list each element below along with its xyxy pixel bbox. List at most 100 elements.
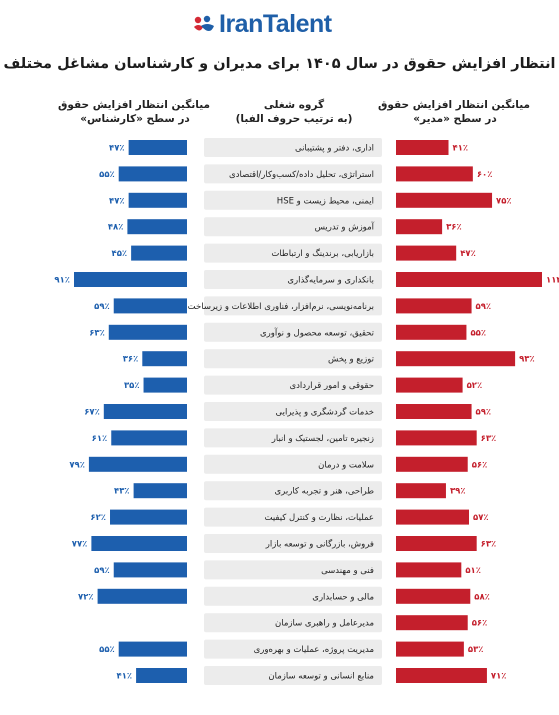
manager-bar [396,562,462,578]
brand-name: IranTalent [219,10,332,38]
expert-bar [142,351,187,367]
category-label: خدمات گردشگری و پذیرایی [276,407,374,418]
category-label: توزیع و پخش [328,355,375,365]
expert-value-label: ۴۷٪ [109,196,125,206]
expert-value-label: ۷۷٪ [72,540,88,550]
category-box [204,454,382,474]
manager-value-label: ۳۶٪ [446,223,462,233]
category-box [204,270,382,289]
expert-value-label: ۷۲٪ [78,592,94,602]
expert-bar [127,219,187,235]
manager-bar [396,404,472,419]
manager-bar [396,588,471,604]
expert-value-label: ۴۵٪ [112,249,128,259]
manager-bar [396,166,473,182]
expert-value-label: ۴۷٪ [109,144,125,154]
category-box [204,243,382,263]
page-title: انتظار افزایش حقوق در سال ۱۴۰۵ برای مدیر… [3,56,556,72]
expert-bar [103,404,187,419]
manager-bar [396,245,457,261]
expert-value-label: ۵۵٪ [99,170,115,180]
category-box [204,534,382,553]
category-label: فروش، بازرگانی و توسعه بازار [265,539,374,550]
category-label: زنجیره تامین، لجستیک و انبار [271,434,374,444]
expert-value-label: ۹۱٪ [54,276,70,286]
category-header-line2: (به ترتیب حروف الفبا) [235,113,353,125]
category-box [204,217,382,237]
people-logo-icon [194,15,214,31]
expert-value-label: ۷۹٪ [69,460,85,470]
manager-value-label: ۵۹٪ [476,302,492,312]
expert-value-label: ۵۹٪ [94,302,110,312]
category-label: طراحی، هنر و تجربه کاربری [275,487,375,497]
manager-value-label: ۵۲٪ [467,381,483,391]
category-label: استراتژی، تحلیل داده/کسب‌وکار/اقتصادی [229,170,374,180]
category-box [204,560,382,580]
manager-bar [396,192,493,208]
expert-bar [113,298,187,314]
manager-value-label: ۵۵٪ [470,328,486,338]
expert-value-label: ۴۱٪ [117,672,133,682]
category-label: حقوقی و امور قراردادی [289,381,374,391]
category-box [204,322,382,342]
manager-header-line1: میانگین انتظار افزایش حقوق [377,99,530,111]
expert-value-label: ۴۳٪ [114,487,130,497]
manager-value-label: ۴۱٪ [453,144,469,154]
expert-header-line2: در سطح «کارشناس» [80,113,190,125]
manager-value-label: ۵۷٪ [473,513,489,523]
category-box [204,428,382,448]
manager-bar [396,483,446,499]
manager-value-label: ۵۹٪ [476,408,492,418]
expert-bar [113,562,187,578]
expert-bar [110,509,187,525]
manager-bar [396,456,468,472]
expert-bar [143,377,187,393]
manager-bar [396,377,463,393]
category-label: ایمنی، محیط زیست و HSE [277,196,374,206]
manager-value-label: ۴۷٪ [460,249,476,259]
manager-value-label: ۷۱٪ [491,672,507,682]
category-box [204,507,382,527]
category-box [204,375,382,395]
category-box [204,481,382,501]
category-box [204,666,382,685]
manager-bar [396,536,477,551]
expert-bar [74,272,187,287]
manager-bar [396,324,467,340]
expert-bar [118,166,187,182]
manager-value-label: ۱۱۴٪ [546,276,559,286]
expert-bar [88,456,187,472]
category-label: بازاریابی، برندینگ و ارتباطات [271,248,374,259]
category-box [204,190,382,210]
expert-value-label: ۵۹٪ [94,566,110,576]
expert-bar [91,536,187,551]
manager-bar [396,219,443,235]
category-box [204,402,382,421]
manager-bar [396,615,468,631]
expert-value-label: ۶۷٪ [84,408,100,418]
manager-bar [396,140,449,155]
category-box [204,296,382,316]
expert-bar [128,192,187,208]
manager-bar [396,298,472,314]
manager-value-label: ۶۳٪ [481,434,497,444]
category-label: برنامه‌نویسی، نرم‌افزار، فناوری اطلاعات … [188,302,374,312]
manager-bar [396,509,469,525]
category-box [204,586,382,606]
category-label: بانکداری و سرمایه‌گذاری [287,275,374,286]
manager-value-label: ۵۶٪ [472,619,488,629]
expert-value-label: ۵۵٪ [99,645,115,655]
category-header-line1: گروه شغلی [263,99,325,111]
category-label: عملیات، نظارت و کنترل کیفیت [264,513,374,523]
expert-bar [128,140,187,155]
category-label: منابع انسانی و توسعه سازمان [268,672,374,682]
expert-value-label: ۶۳٪ [89,328,105,338]
expert-bar [136,668,187,683]
manager-value-label: ۵۳٪ [468,645,484,655]
expert-bar [97,588,187,604]
manager-bar [396,351,516,367]
expert-bar [133,483,187,499]
manager-value-label: ۶۳٪ [481,540,497,550]
manager-value-label: ۷۵٪ [496,196,512,206]
